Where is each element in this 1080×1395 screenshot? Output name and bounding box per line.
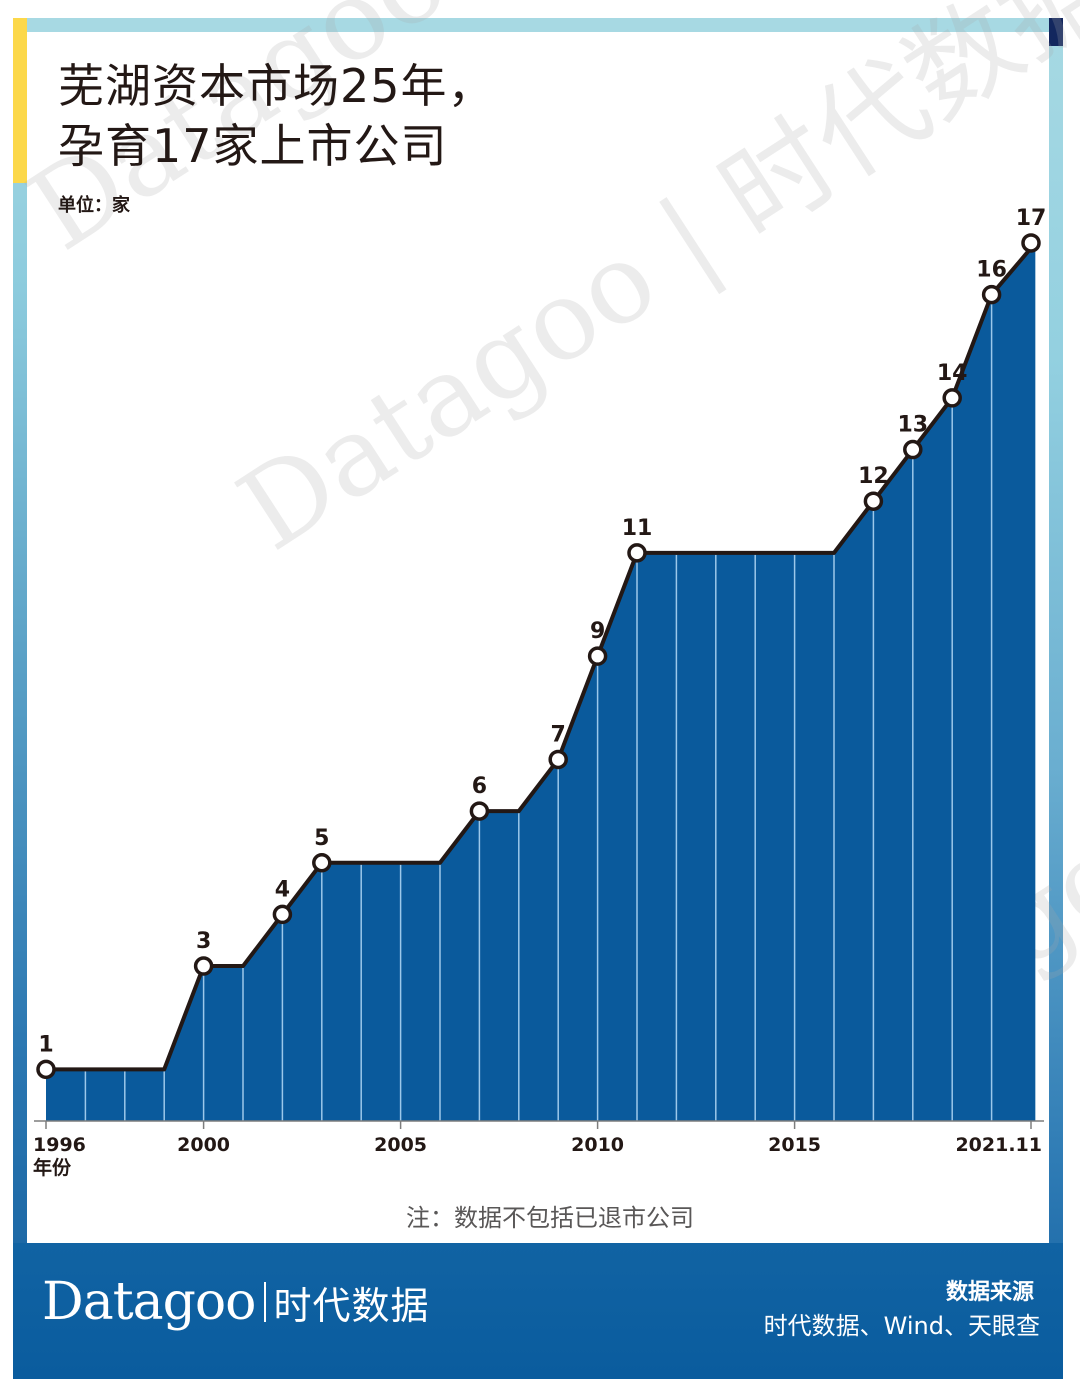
data-point-label: 13 [897,413,928,438]
data-point-label: 16 [976,258,1007,283]
frame-right-bar [1049,18,1063,1378]
data-point-marker [1021,233,1041,253]
x-tick-label: 2015 [768,1134,821,1156]
frame-right-navy-accent [1049,18,1063,46]
footnote: 注：数据不包括已退市公司 [406,1204,694,1232]
x-tick-label: 2005 [374,1134,427,1156]
data-point-label: 7 [551,722,566,747]
x-tick-label: 2021.11 [955,1134,1042,1156]
data-point-label: 11 [622,516,653,541]
frame-top-bar [13,18,1063,32]
data-point-label: 1 [38,1032,53,1057]
chart-title-line2: 孕育17家上市公司 [58,119,448,173]
frame-left-yellow-accent [13,18,27,183]
data-point-label: 3 [196,929,211,954]
chart-title-line1: 芜湖资本市场25年， [58,59,495,113]
data-point-marker [193,956,214,976]
chart-title: 芜湖资本市场25年， 孕育17家上市公司 [58,56,495,176]
data-point-marker [863,491,884,511]
footer-band [13,1243,1063,1379]
frame-left-bar [13,18,27,1378]
brand-cn: 时代数据 [273,1283,430,1328]
brand-logo: Datagoo 时代数据 [42,1272,430,1332]
data-point-marker [627,543,647,563]
data-point-marker [903,439,923,460]
area-chart: 1996 2000 2005 2010 2015 2021.11年份13456791112… [33,206,1047,1179]
data-point-label: 6 [472,774,487,799]
data-point-label: 4 [275,877,290,902]
data-point-label: 5 [314,826,329,851]
data-point-marker [548,749,568,770]
x-tick-label: 2000 [177,1134,230,1156]
data-point-label: 12 [858,464,889,489]
data-point-marker [272,904,293,925]
unit-label: 单位：家 [58,195,130,216]
brand-latin: Datagoo [42,1272,256,1332]
data-point-label: 9 [590,619,605,644]
data-point-label: 14 [937,361,968,386]
data-point-marker [312,853,332,873]
data-point-marker [587,646,608,666]
data-point-marker [36,1059,56,1080]
x-axis-title: 年份 [33,1156,72,1179]
source-text: 时代数据、Wind、天眼查 [763,1312,1040,1340]
data-point-label: 17 [1016,206,1047,231]
source-title: 数据来源 [945,1280,1034,1305]
data-point-marker [942,388,962,408]
data-point-marker [981,284,1002,305]
data-point-marker [469,801,490,821]
x-tick-label: 2010 [571,1134,624,1156]
x-tick-label: 1996 [33,1134,86,1156]
brand-divider [263,1282,266,1322]
